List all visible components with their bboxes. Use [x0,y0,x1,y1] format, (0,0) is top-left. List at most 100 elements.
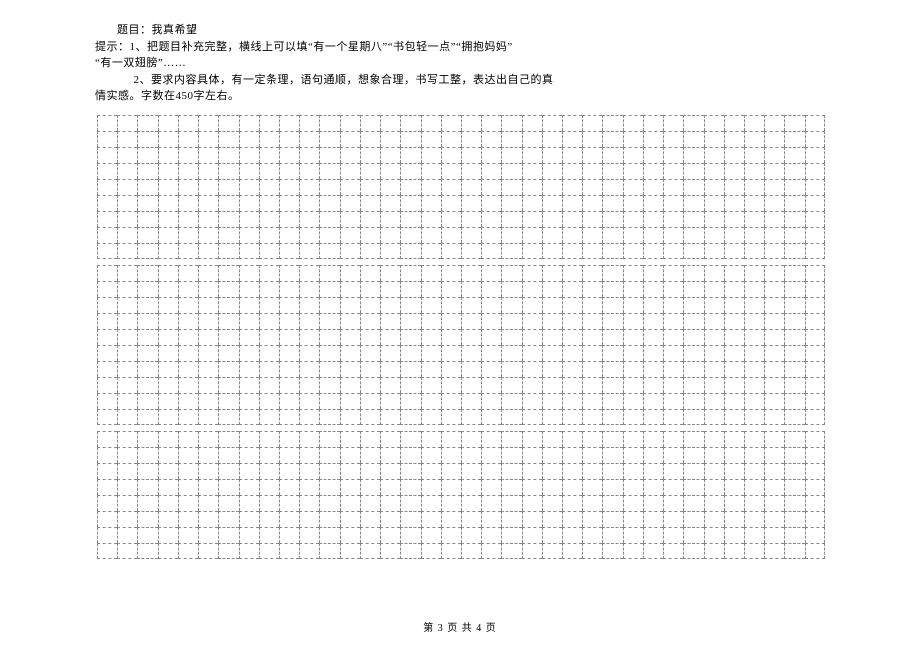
grid-cell [623,543,643,559]
grid-cell [643,431,663,447]
grid-cell [319,179,339,195]
grid-cell [461,361,481,377]
grid-cell [522,527,542,543]
grid-cell [704,147,724,163]
grid-cell [663,479,683,495]
grid-cell [623,243,643,259]
grid-cell [744,163,764,179]
grid-cell [360,243,380,259]
grid-cell [259,329,279,345]
grid-cell [582,211,602,227]
grid-cell [623,447,643,463]
grid-cell [218,543,238,559]
grid-row [97,431,825,447]
grid-cell [643,361,663,377]
grid-cell [582,243,602,259]
grid-cell [562,265,582,281]
grid-cell [239,361,259,377]
grid-cell [805,179,825,195]
grid-cell [704,281,724,297]
grid-cell [784,313,804,329]
grid-cell [461,179,481,195]
grid-cell [239,431,259,447]
grid-cell [522,361,542,377]
grid-cell [663,297,683,313]
grid-cell [683,543,703,559]
grid-cell [198,393,218,409]
grid-cell [764,265,784,281]
grid-cell [259,163,279,179]
grid-cell [643,527,663,543]
grid-cell [602,527,622,543]
grid-cell [340,329,360,345]
grid-cell [319,377,339,393]
grid-cell [319,447,339,463]
grid-cell [421,179,441,195]
grid-cell [501,393,521,409]
grid-cell [704,227,724,243]
grid-cell [137,211,157,227]
grid-cell [784,377,804,393]
grid-cell [683,243,703,259]
grid-cell [239,543,259,559]
grid-cell [501,479,521,495]
grid-cell [259,393,279,409]
grid-cell [683,211,703,227]
grid-cell [117,297,137,313]
grid-cell [97,393,117,409]
hint-1-text: 提示：1、把题目补充完整，横线上可以填“有一个星期八”“书包轻一点”“拥抱妈妈” [95,41,513,53]
grid-cell [643,195,663,211]
grid-cell [137,447,157,463]
grid-cell [279,479,299,495]
grid-cell [602,115,622,131]
grid-cell [501,131,521,147]
grid-cell [198,265,218,281]
grid-cell [663,527,683,543]
grid-cell [683,297,703,313]
grid-cell [663,211,683,227]
grid-cell [623,409,643,425]
grid-cell [380,131,400,147]
grid-cell [299,115,319,131]
grid-cell [319,147,339,163]
grid-cell [724,163,744,179]
grid-cell [784,115,804,131]
grid-cell [481,527,501,543]
grid-block-1 [97,265,825,425]
grid-cell [643,463,663,479]
grid-cell [602,147,622,163]
grid-cell [279,543,299,559]
grid-cell [784,147,804,163]
grid-cell [764,377,784,393]
grid-row [97,409,825,425]
grid-cell [461,511,481,527]
grid-cell [683,115,703,131]
grid-cell [421,227,441,243]
grid-cell [380,227,400,243]
grid-cell [380,447,400,463]
grid-cell [117,479,137,495]
grid-cell [602,131,622,147]
grid-cell [299,179,319,195]
grid-cell [137,377,157,393]
grid-cell [522,131,542,147]
grid-cell [744,243,764,259]
grid-cell [400,393,420,409]
grid-cell [501,511,521,527]
grid-cell [380,543,400,559]
grid-cell [198,147,218,163]
grid-cell [663,243,683,259]
grid-cell [441,297,461,313]
grid-cell [441,377,461,393]
grid-cell [542,345,562,361]
grid-row [97,195,825,211]
grid-cell [319,409,339,425]
grid-cell [340,297,360,313]
grid-cell [340,447,360,463]
grid-cell [259,211,279,227]
grid-cell [582,527,602,543]
grid-cell [239,393,259,409]
grid-cell [360,131,380,147]
grid-cell [744,131,764,147]
grid-cell [683,495,703,511]
